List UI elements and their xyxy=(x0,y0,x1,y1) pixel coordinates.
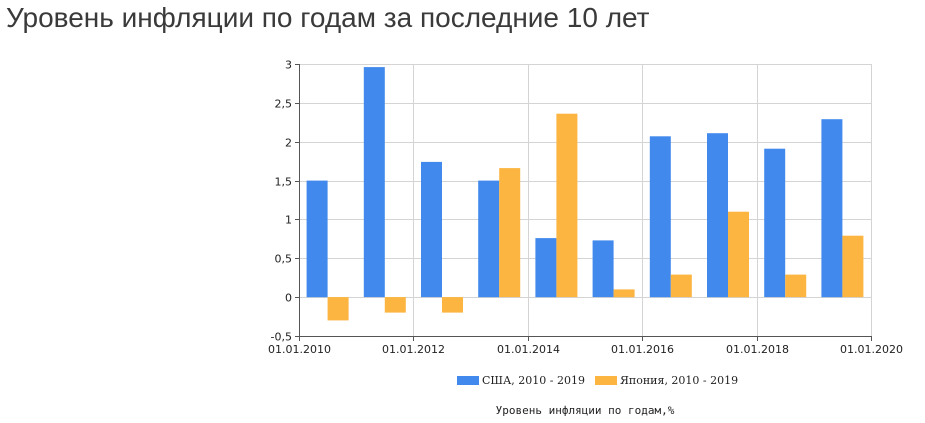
bar-japan-2014 xyxy=(556,113,578,298)
bar-japan-2010 xyxy=(327,297,349,321)
bars-layer xyxy=(306,67,864,321)
bar-japan-2012 xyxy=(442,297,463,313)
y-tick-label: 2,5 xyxy=(275,98,293,111)
x-tick-label: 01.01.2018 xyxy=(726,343,789,356)
legend: США, 2010 - 2019 Япония, 2010 - 2019 xyxy=(457,374,738,387)
legend-label-japan: Япония, 2010 - 2019 xyxy=(620,374,738,387)
legend-swatch-japan xyxy=(595,376,617,385)
page-title: Уровень инфляции по годам за последние 1… xyxy=(6,2,650,33)
bar-japan-2016 xyxy=(670,274,692,298)
bar-usa-2010 xyxy=(306,180,328,298)
bar-japan-2011 xyxy=(384,297,406,313)
y-tick-label: 1,5 xyxy=(275,176,293,189)
bar-usa-2013 xyxy=(478,180,500,298)
x-tick-label: 01.01.2014 xyxy=(497,343,560,356)
bar-usa-2015 xyxy=(592,240,614,298)
y-tick-label: 0,5 xyxy=(275,253,293,266)
axes-layer: 3 2,5 2 1,5 1 0,5 0 -0,501.01.2010 01.01.2012 01.… xyxy=(268,59,903,357)
x-axis-title: Уровень инфляции по годам,% xyxy=(496,404,675,417)
bar-japan-2017 xyxy=(728,211,749,298)
bar-usa-2014 xyxy=(535,238,557,298)
bar-japan-2018 xyxy=(785,274,807,298)
bar-usa-2019 xyxy=(821,119,843,298)
y-tick-label: 0 xyxy=(285,292,292,305)
legend-swatch-usa xyxy=(457,376,479,385)
x-tick-label: 01.01.2020 xyxy=(840,343,903,356)
bar-usa-2017 xyxy=(707,133,728,298)
bar-japan-2019 xyxy=(842,235,864,298)
bar-usa-2011 xyxy=(363,67,385,298)
x-tick-label: 01.01.2012 xyxy=(382,343,445,356)
x-tick-label: 01.01.2016 xyxy=(611,343,674,356)
y-tick-label: 3 xyxy=(285,59,292,72)
bar-usa-2012 xyxy=(421,161,442,298)
bar-usa-2016 xyxy=(649,136,671,298)
bar-japan-2013 xyxy=(499,168,521,298)
y-tick-label: 2 xyxy=(285,137,292,150)
y-tick-label: -0,5 xyxy=(271,331,292,344)
bar-japan-2015 xyxy=(613,289,635,298)
y-tick-label: 1 xyxy=(285,214,292,227)
legend-label-usa: США, 2010 - 2019 xyxy=(482,374,585,387)
bar-usa-2018 xyxy=(764,148,786,298)
x-tick-label: 01.01.2010 xyxy=(268,343,331,356)
